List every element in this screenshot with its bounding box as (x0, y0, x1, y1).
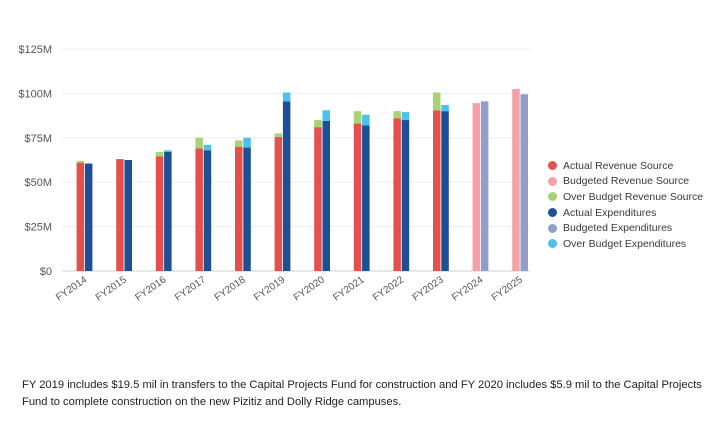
x-tick-label: FY2014 (54, 274, 89, 303)
x-tick-label: FY2021 (331, 274, 366, 303)
bar-actual-revenue-source (314, 127, 322, 271)
bar-over-budget-revenue-source (76, 160, 85, 163)
bar-actual-expenditures (362, 125, 370, 271)
bar-actual-expenditures (203, 150, 212, 271)
bar-budgeted-revenue-source (512, 88, 520, 272)
legend-item: Over Budget Expenditures (548, 236, 703, 252)
bar-actual-expenditures (84, 163, 93, 271)
legend-label: Budgeted Expenditures (563, 222, 673, 235)
bar-over-budget-revenue-source (314, 120, 322, 128)
bar-actual-revenue-source (353, 123, 362, 271)
legend-swatch (548, 208, 557, 218)
legend: Actual Revenue Source Budgeted Revenue So… (548, 158, 703, 252)
y-tick-label: $100M (18, 88, 52, 100)
bar-budgeted-expenditures (480, 101, 489, 271)
legend-label: Over Budget Revenue Source (563, 190, 704, 203)
x-tick-label: FY2022 (371, 274, 406, 303)
bar-over-budget-revenue-source (155, 152, 164, 157)
legend-item: Actual Expenditures (548, 205, 703, 221)
bar-over-budget-expenditures (243, 137, 251, 148)
bar-over-budget-expenditures (322, 110, 330, 121)
bar-actual-revenue-source (76, 162, 85, 271)
bar-actual-expenditures (322, 120, 330, 271)
bar-over-budget-revenue-source (274, 133, 283, 137)
bar-over-budget-expenditures (401, 112, 410, 121)
y-tick-label: $0 (40, 266, 52, 278)
bar-actual-revenue-source (235, 146, 243, 271)
bar-actual-expenditures (164, 152, 172, 271)
x-tick-label: FY2019 (252, 274, 287, 303)
legend-swatch (548, 239, 557, 249)
x-tick-label: FY2023 (411, 274, 446, 303)
y-tick-label: $125M (18, 44, 52, 56)
y-tick-label: $75M (24, 133, 52, 145)
bar-over-budget-revenue-source (353, 111, 362, 124)
bar-actual-revenue-source (195, 148, 203, 271)
x-tick-label: FY2025 (490, 274, 525, 303)
bar-over-budget-expenditures (164, 150, 172, 153)
legend-swatch (548, 192, 557, 202)
bar-actual-revenue-source (274, 136, 283, 271)
bar-budgeted-revenue-source (472, 103, 481, 271)
legend-label: Budgeted Revenue Source (563, 175, 690, 188)
bar-actual-revenue-source (116, 159, 124, 271)
bar-over-budget-revenue-source (195, 137, 203, 149)
y-tick-label: $50M (24, 177, 52, 189)
bar-actual-expenditures (441, 111, 449, 271)
legend-label: Over Budget Expenditures (563, 237, 687, 250)
bar-over-budget-revenue-source (235, 140, 243, 147)
bar-over-budget-revenue-source (393, 111, 401, 119)
legend-swatch (548, 176, 557, 186)
y-tick-label: $25M (24, 222, 52, 234)
bar-actual-expenditures (282, 101, 291, 271)
footnote: FY 2019 includes $19.5 mil in transfers … (22, 379, 702, 408)
bar-over-budget-revenue-source (433, 92, 441, 111)
legend-item: Over Budget Revenue Source (548, 189, 703, 205)
x-tick-label: FY2015 (94, 274, 129, 303)
bar-actual-revenue-source (155, 156, 164, 271)
bar-actual-expenditures (124, 160, 132, 271)
bar-actual-expenditures (243, 147, 251, 271)
x-tick-label: FY2017 (173, 274, 208, 303)
bar-over-budget-expenditures (282, 92, 291, 102)
legend-item: Budgeted Revenue Source (548, 174, 703, 190)
legend-label: Actual Expenditures (563, 206, 657, 219)
gridlines (62, 48, 530, 272)
x-tick-label: FY2020 (292, 274, 327, 303)
bar-actual-revenue-source (393, 118, 401, 271)
bar-actual-revenue-source (433, 110, 441, 271)
bar-over-budget-expenditures (362, 114, 370, 126)
bar-over-budget-expenditures (203, 144, 212, 151)
legend-swatch (548, 161, 557, 171)
legend-item: Budgeted Expenditures (548, 220, 703, 236)
bar-actual-expenditures (401, 120, 410, 271)
legend-item: Actual Revenue Source (548, 158, 703, 174)
bar-budgeted-expenditures (520, 94, 528, 272)
legend-swatch (548, 223, 557, 233)
bar-over-budget-expenditures (441, 104, 449, 112)
x-tick-label: FY2024 (450, 274, 485, 303)
legend-label: Actual Revenue Source (563, 159, 674, 172)
x-tick-label: FY2018 (213, 274, 248, 303)
x-tick-label: FY2016 (133, 274, 168, 303)
bars (76, 88, 528, 272)
